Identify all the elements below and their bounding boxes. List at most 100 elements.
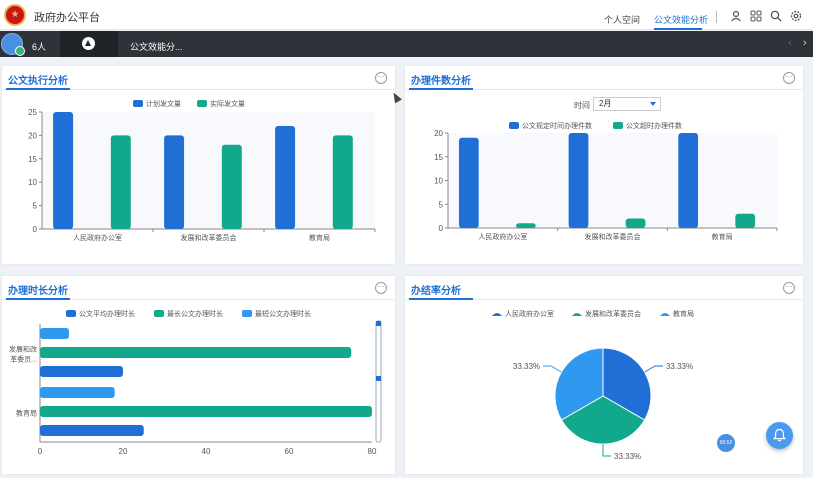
x-tick-label: 发展和改革委员会 <box>585 232 641 241</box>
legend-marker <box>66 310 76 317</box>
panel-divider <box>2 89 395 90</box>
more-options-icon[interactable]: ··· <box>375 72 387 84</box>
y-tick-label: 教育局 <box>16 409 37 418</box>
bar <box>221 144 242 229</box>
x-tick-label: 人民政府办公室 <box>478 232 527 241</box>
x-tick-label: 教育局 <box>712 232 733 241</box>
pie-label-leader <box>543 365 562 373</box>
pie-label-leader <box>602 444 611 457</box>
x-tick-label: 人民政府办公室 <box>73 233 122 242</box>
y-tick-label: 20 <box>28 131 37 140</box>
more-options-icon[interactable]: ··· <box>783 72 795 84</box>
y-tick-label: 0 <box>33 225 38 234</box>
x-tick-label: 20 <box>119 447 128 456</box>
legend-label: 公文超时办理件数 <box>626 121 682 130</box>
panel-title-underline <box>409 298 473 300</box>
notification-button[interactable] <box>766 422 793 449</box>
legend-marker <box>572 313 582 316</box>
x-tick-label: 0 <box>38 447 43 456</box>
nav-divider <box>716 11 717 23</box>
panel-title-underline <box>6 298 70 300</box>
top-bar: 政府办公平台 个人空间 公文效能分析 <box>0 0 813 30</box>
search-icon[interactable] <box>770 10 782 22</box>
legend-marker <box>133 100 143 107</box>
y-tick-label: 5 <box>439 200 444 209</box>
bar <box>40 406 372 417</box>
legend-label: 教育局 <box>673 309 694 318</box>
time-filter-label: 时间 <box>574 101 590 110</box>
bar <box>40 347 352 358</box>
legend-marker <box>613 122 623 129</box>
user-icon[interactable] <box>730 10 742 22</box>
x-tick-label: 40 <box>202 447 211 456</box>
legend-marker <box>197 100 207 107</box>
avatar[interactable] <box>1 33 25 56</box>
plot-background <box>42 112 375 229</box>
grid-icon[interactable] <box>750 10 762 22</box>
tab-scroll-left-icon[interactable]: ‹ <box>788 37 792 49</box>
panel-handling-duration: 办理时长分析 ··· 公文平均办理时长 最长公文办理时长 最短公文办理时长 0 20 40… <box>2 276 395 474</box>
legend-label: 发展和改革委员会 <box>585 309 641 318</box>
tab-bar: 6人 公文效能分... ‹ › <box>0 31 813 57</box>
bar <box>332 135 353 229</box>
legend-marker <box>509 122 519 129</box>
month-select[interactable]: 2月 <box>593 97 661 111</box>
bar <box>568 133 589 228</box>
x-tick-label: 教育局 <box>309 233 330 242</box>
timer-badge[interactable]: 00:52 <box>717 434 735 452</box>
chevron-down-icon <box>650 102 656 106</box>
legend-marker <box>492 313 502 316</box>
completion-rate-pie-chart: 人民政府办公室 发展和改革委员会 教育局 33.33% 33.33% 33.33% <box>492 309 694 461</box>
bar <box>515 223 536 228</box>
bar <box>40 366 123 377</box>
legend-marker <box>242 310 252 317</box>
pie-label-leader <box>644 365 663 373</box>
bell-icon <box>773 428 786 442</box>
legend-label: 公文平均办理时长 <box>79 309 135 318</box>
bar <box>625 218 646 228</box>
tab-efficiency-analysis[interactable]: 公文效能分... <box>130 42 183 52</box>
execution-bar-chart: 计划发文量 实际发文量 0 5 10 15 20 25 人民政府办公室 发展和改革委员会 教育局 <box>28 99 376 242</box>
bar <box>53 112 74 229</box>
x-tick-label: 发展和改革委员会 <box>181 233 237 242</box>
pie-label: 33.33% <box>513 362 540 371</box>
bar <box>275 126 296 229</box>
more-options-icon[interactable]: ··· <box>375 282 387 294</box>
legend-label: 最长公文办理时长 <box>167 309 223 318</box>
bar <box>40 328 70 339</box>
panel-completion-rate: 办结率分析 ··· 人民政府办公室 发展和改革委员会 教育局 33.33% 33.33%… <box>405 276 803 474</box>
legend-marker <box>154 310 164 317</box>
pie-slice <box>560 395 646 445</box>
bar <box>164 135 185 229</box>
panel-divider <box>2 299 395 300</box>
panel-handled-count: 办理件数分析 ··· 时间 2月 公文规定时间办理件数 公文超时办理件数 0 5 10 1… <box>405 66 803 264</box>
panel-title-underline <box>6 88 70 90</box>
nav-active-underline <box>654 28 702 30</box>
nav-efficiency-analysis[interactable]: 公文效能分析 <box>654 15 709 25</box>
settings-icon[interactable] <box>790 10 802 22</box>
app-title: 政府办公平台 <box>34 12 100 24</box>
panel-document-execution: 公文执行分析 ··· 计划发文量 实际发文量 0 5 10 15 20 25 人民政府办公室 发展… <box>2 66 395 264</box>
y-tick-label: 15 <box>434 153 443 162</box>
legend-label: 实际发文量 <box>210 99 245 108</box>
y-tick-label: 革委员... <box>10 355 37 364</box>
handled-count-bar-chart: 公文规定时间办理件数 公文超时办理件数 0 5 10 15 20 人民政府办公室 发展和改革委员… <box>434 121 778 241</box>
nav-home-icon <box>82 37 95 50</box>
more-options-icon[interactable]: ··· <box>783 282 795 294</box>
nav-personal-space[interactable]: 个人空间 <box>604 15 641 25</box>
tab-scroll-right-icon[interactable]: › <box>803 37 807 49</box>
plot-background <box>448 133 777 228</box>
legend-marker <box>660 313 670 316</box>
panel-title: 办结率分析 <box>411 286 461 297</box>
y-tick-label: 发展和改 <box>9 345 37 354</box>
pie-slice <box>602 347 652 421</box>
scrollbar-handle <box>376 376 381 381</box>
y-tick-label: 25 <box>28 108 37 117</box>
x-tick-label: 60 <box>285 447 294 456</box>
panel-title: 办理件数分析 <box>411 76 471 87</box>
bar <box>110 135 131 229</box>
bar <box>40 387 115 398</box>
x-tick-label: 80 <box>368 447 377 456</box>
tab-home[interactable] <box>60 31 118 57</box>
y-tick-label: 5 <box>33 202 38 211</box>
